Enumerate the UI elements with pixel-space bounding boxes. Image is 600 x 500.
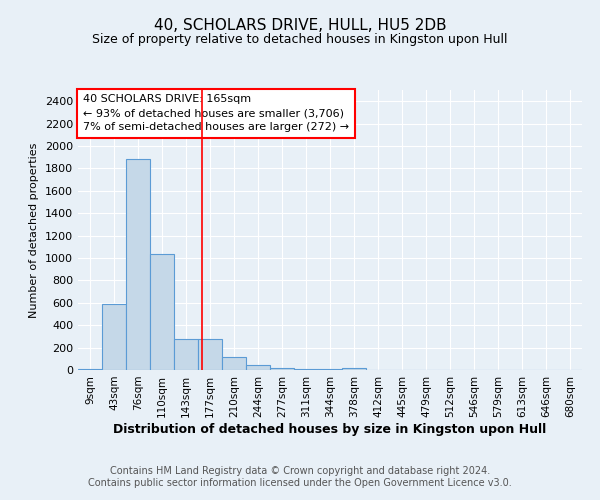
Y-axis label: Number of detached properties: Number of detached properties [29, 142, 40, 318]
Bar [126, 160, 150, 370]
Bar [174, 338, 198, 370]
Text: 40 SCHOLARS DRIVE: 165sqm
← 93% of detached houses are smaller (3,706)
7% of sem: 40 SCHOLARS DRIVE: 165sqm ← 93% of detac… [83, 94, 349, 132]
Bar [222, 356, 246, 370]
Bar [102, 304, 126, 370]
Bar [342, 368, 366, 370]
Bar [294, 369, 318, 370]
Bar [78, 369, 102, 370]
Text: Distribution of detached houses by size in Kingston upon Hull: Distribution of detached houses by size … [113, 422, 547, 436]
Text: Contains HM Land Registry data © Crown copyright and database right 2024.
Contai: Contains HM Land Registry data © Crown c… [88, 466, 512, 487]
Text: Size of property relative to detached houses in Kingston upon Hull: Size of property relative to detached ho… [92, 32, 508, 46]
Bar [150, 254, 174, 370]
Bar [270, 368, 294, 370]
Bar [198, 338, 222, 370]
Bar [246, 365, 270, 370]
Text: 40, SCHOLARS DRIVE, HULL, HU5 2DB: 40, SCHOLARS DRIVE, HULL, HU5 2DB [154, 18, 446, 32]
